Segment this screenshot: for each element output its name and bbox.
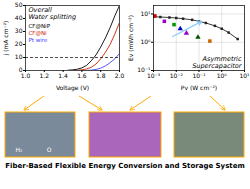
svg-text:1.4: 1.4 [58, 72, 68, 79]
svg-text:10: 10 [15, 53, 23, 60]
svg-text:10¹: 10¹ [239, 72, 250, 79]
svg-text:AsymmetricSupercapacitor: AsymmetricSupercapacitor [192, 55, 243, 70]
svg-text:1.6: 1.6 [77, 72, 87, 79]
svg-text:30: 30 [15, 27, 23, 34]
svg-text:Voltage (V): Voltage (V) [56, 84, 89, 92]
svg-text:1.0: 1.0 [21, 72, 31, 79]
svg-text:CF@NiP: CF@NiP [29, 23, 51, 29]
svg-text:CF@Ni: CF@Ni [29, 30, 48, 36]
svg-text:10⁻¹: 10⁻¹ [192, 72, 206, 79]
svg-text:50: 50 [15, 1, 23, 8]
svg-text:1.8: 1.8 [96, 72, 106, 79]
svg-text:O: O [47, 146, 52, 153]
svg-text:j (mA cm⁻²): j (mA cm⁻²) [2, 21, 10, 57]
svg-text:H₂: H₂ [16, 146, 24, 153]
svg-text:Ev (mWh cm⁻²): Ev (mWh cm⁻²) [127, 15, 134, 61]
svg-text:10⁰: 10⁰ [217, 72, 228, 79]
svg-text:10⁻³: 10⁻³ [147, 72, 161, 79]
svg-text:10¹: 10¹ [140, 10, 151, 17]
svg-text:0: 0 [18, 66, 23, 74]
svg-text:Pt wire: Pt wire [29, 37, 48, 43]
svg-text:Pv (W cm⁻²): Pv (W cm⁻²) [181, 84, 217, 91]
svg-text:20: 20 [15, 40, 23, 47]
svg-text:1.2: 1.2 [40, 72, 50, 79]
html-text:Fiber-Based Flexible Energy Co: Fiber-Based Flexible Energy Conversion a… [5, 162, 245, 170]
svg-text:2.0: 2.0 [115, 72, 125, 79]
svg-text:10⁰: 10⁰ [140, 38, 151, 45]
svg-text:10⁻¹: 10⁻¹ [137, 66, 151, 74]
svg-text:10⁻²: 10⁻² [170, 72, 184, 79]
svg-text:OverallWater splitting: OverallWater splitting [29, 6, 77, 21]
svg-text:40: 40 [15, 14, 23, 21]
